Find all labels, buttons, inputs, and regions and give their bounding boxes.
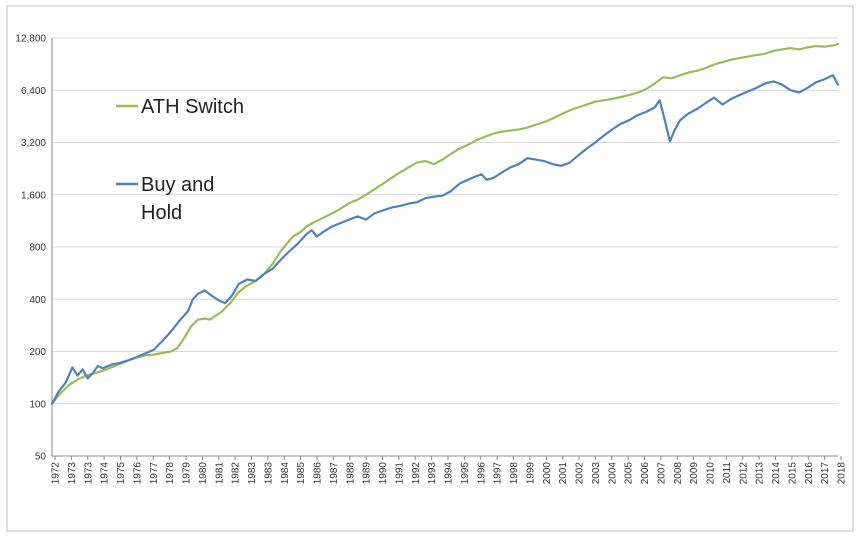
- x-tick-label: 2003: [591, 462, 602, 485]
- x-tick-label: 2005: [624, 462, 635, 485]
- axes: [51, 38, 842, 460]
- x-tick-label: 1973: [67, 462, 78, 485]
- x-tick-label: 1975: [116, 462, 127, 485]
- x-tick-label: 1983: [263, 462, 274, 485]
- x-tick-label: 1990: [378, 462, 389, 485]
- x-tick-label: 2011: [722, 462, 733, 484]
- x-tick-label: 1987: [329, 462, 340, 485]
- x-tick-label: 2008: [673, 462, 684, 485]
- x-tick-label: 1992: [411, 462, 422, 485]
- y-axis-tick-labels: 50 100 200 400 800 1,600 3,200 6,400 12,800: [15, 34, 46, 463]
- x-tick-label: 1999: [525, 462, 536, 485]
- legend: ATH Switch Buy and Hold: [116, 96, 244, 224]
- x-tick-label: 1993: [427, 462, 438, 485]
- x-tick-label: 2004: [607, 462, 618, 485]
- legend-label-buy-and-hold-line1: Buy and: [141, 174, 214, 196]
- y-tick-label: 1,600: [21, 190, 46, 201]
- x-tick-label: 2002: [575, 462, 586, 485]
- x-tick-label: 2012: [738, 462, 749, 485]
- x-tick-label: 2007: [656, 462, 667, 485]
- x-tick-label: 1984: [280, 462, 291, 485]
- x-tick-label: 2010: [706, 462, 717, 485]
- x-tick-label: 2000: [542, 462, 553, 485]
- x-tick-label: 1997: [493, 462, 504, 485]
- x-tick-label: 2013: [755, 462, 766, 485]
- series-line-buy-and-hold: [50, 74, 840, 405]
- y-tick-label: 100: [29, 399, 46, 410]
- x-tick-label: 2017: [820, 462, 831, 485]
- x-axis-tick-labels: 1972 1973 1973 1974 1975 1976 1977 1978 1979 1980…: [51, 462, 848, 485]
- x-tick-label: 2006: [640, 462, 651, 485]
- y-tick-label: 200: [29, 347, 46, 358]
- x-tick-label: 2001: [558, 462, 569, 485]
- chart-border: [6, 5, 854, 532]
- x-tick-label: 1995: [460, 462, 471, 485]
- x-tick-label: 1998: [509, 462, 520, 485]
- y-tick-label: 6,400: [21, 86, 46, 97]
- x-tick-label: 1972: [51, 462, 62, 485]
- legend-label-ath-switch: ATH Switch: [141, 96, 244, 118]
- x-tick-label: 1973: [83, 462, 94, 485]
- x-tick-label: 1991: [394, 462, 405, 485]
- x-tick-label: 2009: [689, 462, 700, 485]
- y-tick-label: 50: [35, 452, 47, 463]
- x-tick-label: 2015: [787, 462, 798, 485]
- y-tick-label: 800: [29, 243, 46, 254]
- x-tick-label: 1982: [231, 462, 242, 485]
- x-tick-label: 1974: [100, 462, 111, 485]
- x-tick-label: 1994: [444, 462, 455, 485]
- x-tick-label: 1980: [198, 462, 209, 485]
- x-tick-label: 1985: [296, 462, 307, 485]
- y-tick-label: 12,800: [15, 34, 46, 45]
- x-tick-label: 1979: [182, 462, 193, 485]
- x-tick-label: 2018: [837, 462, 848, 485]
- legend-label-buy-and-hold-line2: Hold: [141, 202, 182, 224]
- x-tick-label: 1989: [362, 462, 373, 485]
- series-line-ath-switch: [50, 42, 840, 405]
- x-tick-label: 1983: [247, 462, 258, 485]
- y-tick-label: 3,200: [21, 138, 46, 149]
- x-tick-label: 1986: [313, 462, 324, 485]
- x-tick-label: 1976: [132, 462, 143, 485]
- x-tick-label: 1988: [345, 462, 356, 485]
- y-tick-label: 400: [29, 295, 46, 306]
- x-tick-label: 2016: [804, 462, 815, 485]
- x-tick-label: 2014: [771, 462, 782, 485]
- x-tick-label: 1978: [165, 462, 176, 485]
- x-tick-label: 1996: [476, 462, 487, 485]
- x-tick-label: 1981: [214, 462, 225, 485]
- x-tick-label: 1977: [149, 462, 160, 485]
- series-lines: [50, 42, 840, 405]
